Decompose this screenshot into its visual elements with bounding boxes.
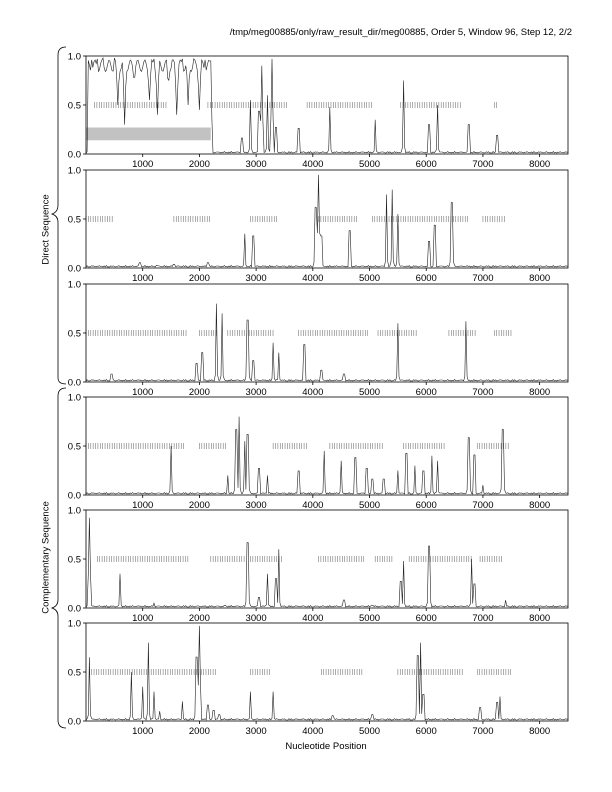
panel-frame: [85, 396, 569, 496]
panel-complementary-frame-2: 0.0 0.5 1.0 1000 2000 3000 4000 5000 6000 7000 800…: [68, 506, 569, 624]
x-tick-label: 4000: [302, 726, 323, 737]
x-tick-label: 3000: [246, 500, 267, 511]
x-tick-label: 1000: [132, 273, 153, 284]
x-tick-label: 1000: [132, 500, 153, 511]
profile-trace: [85, 174, 569, 268]
x-tick-label: 2000: [189, 726, 210, 737]
x-tick-label: 3000: [246, 613, 267, 624]
x-tick-label: 6000: [416, 273, 437, 284]
x-tick-label: 2000: [189, 387, 210, 398]
x-tick-label: 2000: [189, 613, 210, 624]
y-tick-label: 0.0: [68, 717, 81, 728]
x-tick-label: 6000: [416, 387, 437, 398]
y-tick-label: 0.5: [68, 668, 81, 679]
x-tick-label: 7000: [472, 726, 493, 737]
profile-trace: [85, 517, 569, 608]
profile-trace: [85, 416, 569, 495]
y-tick-label: 0.5: [68, 101, 81, 112]
profile-trace: [85, 57, 569, 154]
x-tick-label: 5000: [359, 273, 380, 284]
y-tick-label: 0.0: [68, 604, 81, 615]
x-tick-label: 8000: [529, 273, 550, 284]
profile-trace: [85, 303, 569, 382]
direct-brace: [50, 46, 67, 385]
x-tick-label: 4000: [302, 159, 323, 170]
x-tick-label: 4000: [302, 273, 323, 284]
x-tick-label: 3000: [246, 159, 267, 170]
y-tick-label: 1.0: [68, 166, 81, 177]
x-tick-label: 7000: [472, 159, 493, 170]
x-tick-label: 4000: [302, 613, 323, 624]
x-tick-label: 3000: [246, 273, 267, 284]
panel-frame: [85, 509, 569, 609]
shaded-region: [86, 127, 211, 141]
x-tick-label: 1000: [132, 613, 153, 624]
x-tick-label: 7000: [472, 613, 493, 624]
x-tick-label: 2000: [189, 159, 210, 170]
y-tick-label: 0.0: [68, 378, 81, 389]
x-tick-label: 3000: [246, 387, 267, 398]
panel-direct-frame-1: 0.0 0.5 1.0 1000 2000 3000 4000 5000 6000 7000 800…: [68, 52, 569, 170]
panel-complementary-frame-1: 0.0 0.5 1.0 1000 2000 3000 4000 5000 6000 7000 800…: [68, 393, 569, 511]
y-tick-label: 0.0: [68, 491, 81, 502]
x-tick-label: 6000: [416, 726, 437, 737]
y-tick-label: 0.5: [68, 442, 81, 453]
x-tick-label: 5000: [359, 387, 380, 398]
x-tick-label: 8000: [529, 726, 550, 737]
x-tick-label: 6000: [416, 159, 437, 170]
y-tick-label: 0.0: [68, 264, 81, 275]
x-tick-label: 1000: [132, 726, 153, 737]
complementary-brace: [50, 387, 67, 729]
x-tick-label: 1000: [132, 159, 153, 170]
x-tick-label: 8000: [529, 500, 550, 511]
page-title: /tmp/meg00885/only/raw_result_dir/meg008…: [229, 27, 572, 38]
x-tick-label: 8000: [529, 387, 550, 398]
x-tick-label: 6000: [416, 613, 437, 624]
x-tick-label: 5000: [359, 159, 380, 170]
x-tick-label: 4000: [302, 387, 323, 398]
panel-frame: [85, 169, 569, 269]
panel-complementary-frame-3: 0.0 0.5 1.0 1000 2000 3000 4000 5000 6000 7000 800…: [68, 619, 569, 737]
x-axis-label: Nucleotide Position: [285, 741, 367, 752]
y-tick-label: 0.5: [68, 329, 81, 340]
x-tick-label: 2000: [189, 273, 210, 284]
x-tick-label: 5000: [359, 726, 380, 737]
x-tick-label: 5000: [359, 613, 380, 624]
panel-direct-frame-2: 0.0 0.5 1.0 1000 2000 3000 4000 5000 6000 7000 800…: [68, 166, 569, 284]
y-tick-label: 0.0: [68, 150, 81, 161]
x-tick-label: 4000: [302, 500, 323, 511]
x-tick-label: 8000: [529, 159, 550, 170]
x-tick-label: 3000: [246, 726, 267, 737]
x-tick-label: 7000: [472, 273, 493, 284]
x-tick-label: 2000: [189, 500, 210, 511]
y-tick-label: 1.0: [68, 393, 81, 404]
x-tick-label: 6000: [416, 500, 437, 511]
y-tick-label: 1.0: [68, 52, 81, 63]
y-tick-label: 1.0: [68, 619, 81, 630]
x-tick-label: 7000: [472, 387, 493, 398]
y-tick-label: 0.5: [68, 215, 81, 226]
y-tick-label: 0.5: [68, 555, 81, 566]
x-tick-label: 8000: [529, 613, 550, 624]
x-tick-label: 7000: [472, 500, 493, 511]
y-tick-label: 1.0: [68, 280, 81, 291]
profile-trace: [85, 625, 569, 721]
x-tick-label: 5000: [359, 500, 380, 511]
x-tick-label: 1000: [132, 387, 153, 398]
panel-direct-frame-3: 0.0 0.5 1.0 1000 2000 3000 4000 5000 6000 7000 800…: [68, 280, 569, 398]
y-tick-label: 1.0: [68, 506, 81, 517]
